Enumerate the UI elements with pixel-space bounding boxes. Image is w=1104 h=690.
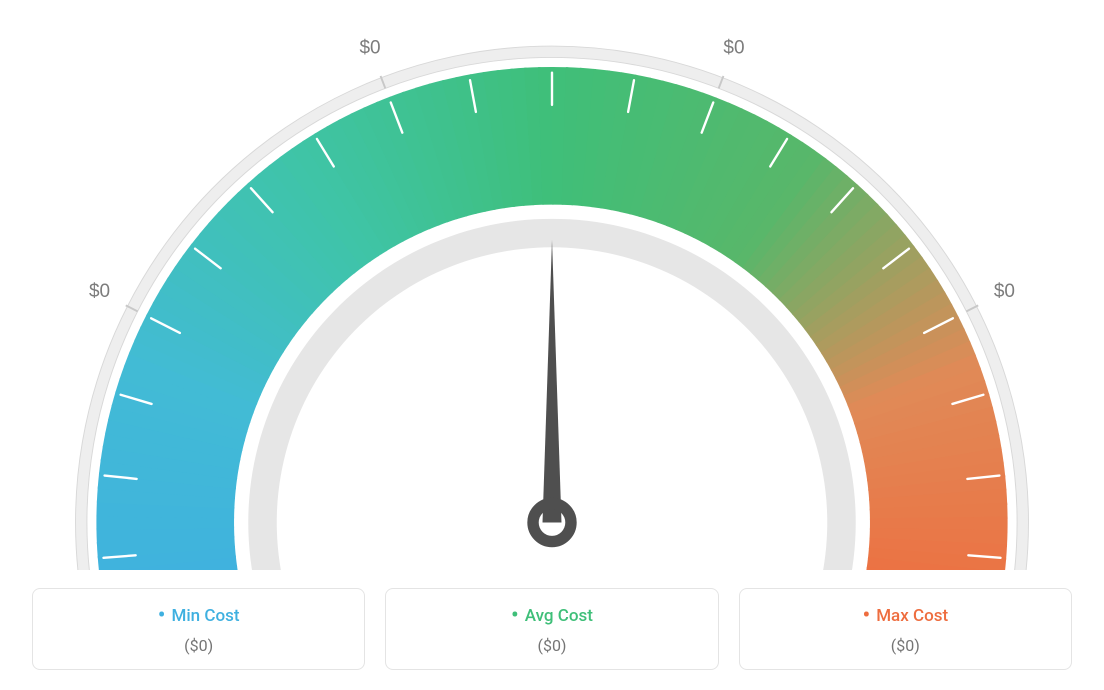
gauge-chart: $0$0$0$0$0$0: [22, 10, 1082, 570]
legend-card-avg: Avg Cost ($0): [385, 588, 718, 670]
gauge-svg: $0$0$0$0$0$0: [22, 10, 1082, 570]
legend-label-min: Min Cost: [33, 603, 364, 628]
legend-label-avg: Avg Cost: [386, 603, 717, 628]
gauge-needle: [543, 240, 562, 523]
gauge-scale-label: $0: [723, 37, 744, 58]
gauge-scale-label: $0: [359, 37, 380, 58]
legend-card-min: Min Cost ($0): [32, 588, 365, 670]
legend-label-max: Max Cost: [740, 603, 1071, 628]
legend-card-max: Max Cost ($0): [739, 588, 1072, 670]
gauge-scale-label: $0: [89, 281, 110, 302]
legend-value-min: ($0): [33, 636, 364, 655]
legend-value-avg: ($0): [386, 636, 717, 655]
legend-value-max: ($0): [740, 636, 1071, 655]
legend-row: Min Cost ($0) Avg Cost ($0) Max Cost ($0…: [32, 588, 1072, 670]
gauge-scale-label: $0: [994, 281, 1015, 302]
